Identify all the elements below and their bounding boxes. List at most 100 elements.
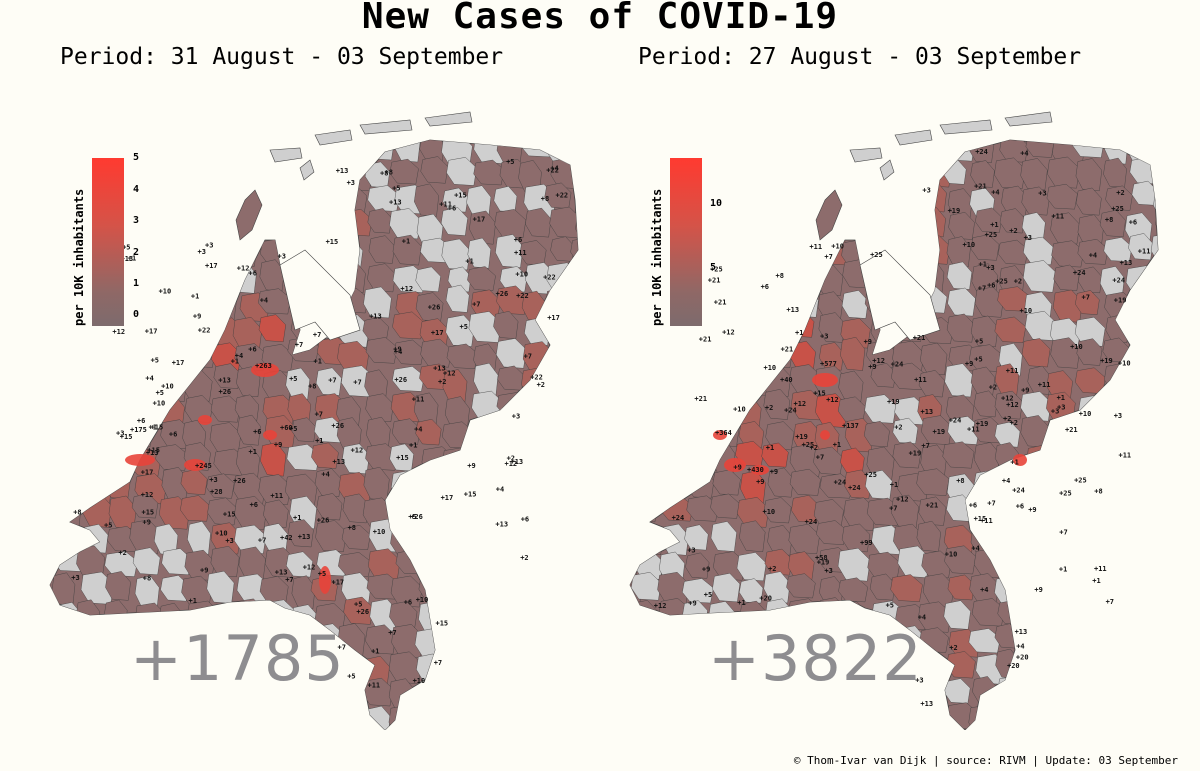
- municipality: [50, 521, 60, 548]
- case-label: +1: [189, 597, 197, 605]
- municipality: [1076, 338, 1103, 366]
- municipality: [50, 550, 53, 585]
- case-label: +5: [122, 244, 130, 252]
- municipality: [50, 395, 81, 430]
- municipality: [947, 416, 980, 445]
- municipality: [637, 337, 665, 365]
- municipality: [160, 259, 191, 290]
- municipality: [630, 445, 663, 473]
- case-label: +7: [353, 378, 361, 386]
- municipality: [547, 623, 578, 658]
- case-label: +9: [756, 478, 764, 486]
- municipality: [156, 312, 183, 345]
- case-label: +9: [688, 600, 696, 608]
- municipality: [1103, 681, 1134, 708]
- case-label: +4: [414, 426, 422, 434]
- case-label: +5: [156, 389, 164, 397]
- case-label: +8: [1105, 216, 1113, 224]
- municipality: [1154, 337, 1158, 364]
- case-label: +7: [315, 411, 323, 419]
- municipality: [208, 287, 237, 322]
- case-label: +25: [864, 471, 877, 479]
- case-label: +21: [926, 502, 939, 510]
- municipality: [521, 602, 546, 629]
- municipality: [311, 188, 344, 217]
- municipality: [1129, 576, 1155, 605]
- municipality: [1073, 495, 1106, 524]
- municipality: [440, 574, 468, 605]
- case-label: +12: [654, 602, 667, 610]
- municipality: [574, 499, 578, 530]
- case-label: +7: [889, 504, 897, 512]
- case-label: +6: [987, 282, 995, 290]
- case-label: +7: [816, 454, 824, 462]
- municipality: [844, 469, 872, 499]
- municipality: [391, 470, 422, 502]
- municipality: [1126, 474, 1154, 504]
- case-label: +7: [328, 376, 336, 384]
- case-label: +577: [820, 360, 837, 368]
- municipality: [495, 234, 524, 268]
- case-label: +7: [295, 341, 303, 349]
- municipality: [1027, 365, 1052, 395]
- municipality: [1078, 266, 1103, 294]
- municipality: [1103, 157, 1127, 188]
- case-label: +2: [118, 549, 126, 557]
- municipality: [315, 367, 342, 396]
- case-label: +12: [896, 496, 909, 504]
- municipality: [763, 705, 795, 730]
- municipality: [610, 105, 638, 131]
- total-left: +1785: [130, 622, 345, 695]
- municipality: [286, 551, 313, 578]
- municipality: [819, 702, 844, 730]
- case-label: +26: [428, 304, 441, 312]
- case-label: +24: [672, 514, 685, 522]
- municipality: [415, 419, 442, 446]
- municipality: [109, 388, 140, 421]
- municipality: [921, 656, 946, 685]
- municipality: [1153, 442, 1158, 475]
- tick-left-3: 3: [133, 215, 140, 226]
- municipality: [287, 519, 314, 548]
- municipality: [132, 547, 161, 576]
- case-label: +12: [443, 369, 456, 377]
- municipality: [185, 157, 210, 187]
- municipality: [866, 446, 895, 481]
- case-label: +10: [1118, 360, 1131, 368]
- case-label: +3: [986, 264, 994, 272]
- case-label: +24: [784, 406, 797, 414]
- municipality: [739, 233, 766, 266]
- municipality: [921, 550, 952, 579]
- case-label: +5: [506, 158, 514, 166]
- hotspot: [319, 566, 331, 594]
- municipality: [739, 520, 766, 552]
- municipality: [997, 675, 1030, 708]
- municipality: [1152, 366, 1158, 398]
- municipality: [736, 318, 764, 347]
- municipality: [819, 342, 844, 371]
- case-label: +10: [1079, 410, 1092, 418]
- municipality: [1104, 573, 1135, 601]
- municipality: [1130, 652, 1157, 679]
- municipality: [339, 704, 370, 730]
- municipality: [789, 364, 821, 395]
- municipality: [571, 653, 578, 678]
- municipality: [185, 339, 216, 368]
- municipality: [658, 471, 686, 505]
- municipality: [50, 181, 51, 212]
- case-label: +8: [308, 383, 316, 391]
- municipality: [79, 370, 112, 402]
- municipality: [741, 266, 767, 296]
- municipality: [468, 547, 493, 578]
- municipality: [571, 676, 578, 710]
- case-label: +15: [147, 447, 160, 455]
- municipality: [415, 266, 441, 292]
- case-label: +24: [1112, 277, 1125, 285]
- case-label: +21: [699, 336, 712, 344]
- case-label: +22: [530, 373, 543, 381]
- municipality: [50, 236, 58, 266]
- case-label: +6: [137, 417, 145, 425]
- case-label: +13: [921, 408, 934, 416]
- municipality: [544, 551, 578, 584]
- municipality: [839, 211, 866, 238]
